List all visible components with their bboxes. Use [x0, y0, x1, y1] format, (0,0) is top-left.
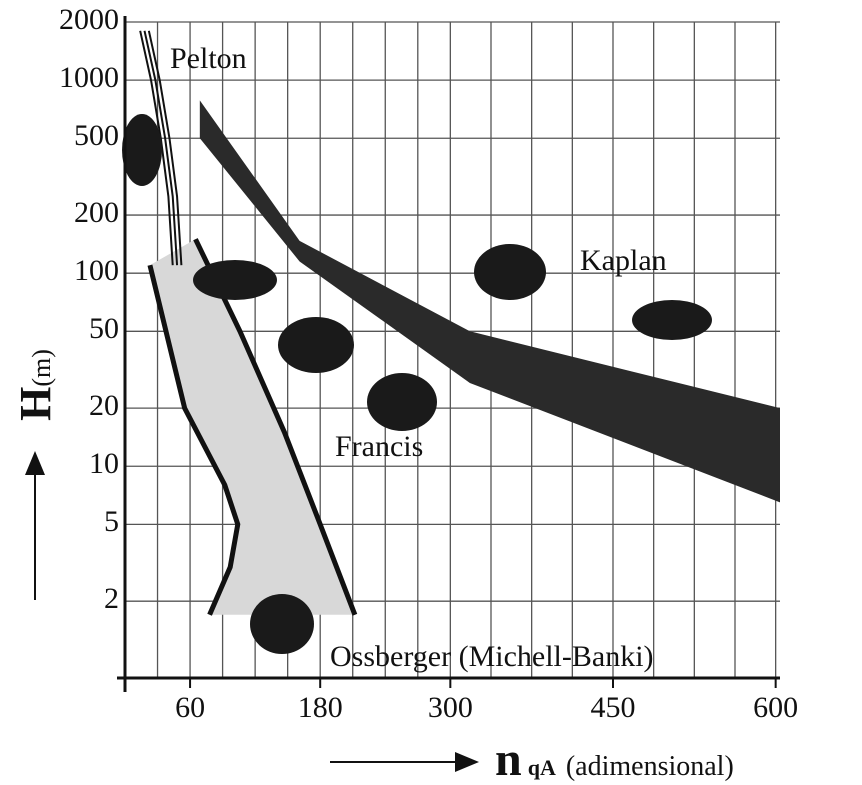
y-tick-label: 20 [89, 389, 119, 422]
annotation: Ossberger (Michell-Banki) [330, 640, 654, 673]
x-label-main: n [495, 733, 522, 785]
pelton-icon [122, 114, 162, 186]
kaplan-icon [474, 244, 546, 300]
y-label-unit: (m) [27, 349, 56, 387]
x-tick-label: 600 [753, 691, 798, 724]
francis-icon [278, 317, 354, 373]
x-label-sub: qA [528, 755, 556, 780]
chart: H(m) nqA (adimensional) 2 5 10 20 50 100 200 500… [0, 0, 862, 785]
y-tick-label: 50 [89, 312, 119, 345]
y-label: H(m) [11, 349, 60, 421]
ossberger-icon [250, 594, 314, 654]
francis-icon [193, 260, 277, 300]
kaplan-icon [632, 300, 712, 340]
y-tick-label: 1000 [59, 61, 119, 94]
y-tick-label: 500 [74, 119, 119, 152]
x-tick-label: 60 [175, 691, 205, 724]
annotation: Pelton [170, 42, 247, 75]
y-tick-label: 200 [74, 196, 119, 229]
y-tick-label: 10 [89, 447, 119, 480]
y-label-main: H [11, 387, 60, 421]
x-label-unit: (adimensional) [566, 751, 734, 782]
y-tick-label: 2000 [59, 3, 119, 36]
plot-area [125, 22, 780, 678]
y-tick-label: 2 [104, 582, 119, 615]
y-tick-label: 5 [104, 505, 119, 538]
x-tick-label: 450 [590, 691, 635, 724]
annotation: Kaplan [580, 244, 667, 277]
x-tick-label: 300 [428, 691, 473, 724]
francis-icon [367, 373, 437, 431]
annotation: Francis [335, 430, 423, 463]
y-tick-label: 100 [74, 254, 119, 287]
x-tick-label: 180 [298, 691, 343, 724]
